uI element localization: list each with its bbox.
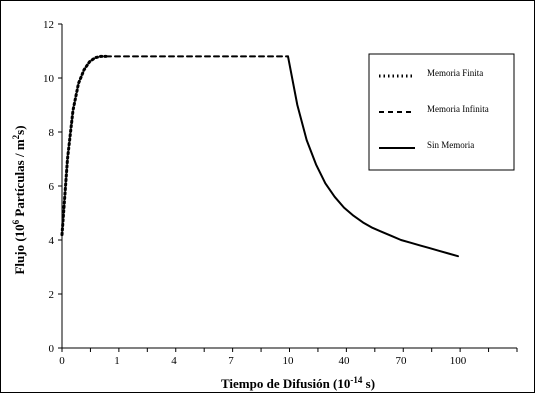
y-axis-title: Flujo (106 Partículas / m2s) bbox=[11, 125, 27, 274]
series-layer bbox=[60, 54, 459, 258]
x-tick-label: 40 bbox=[339, 355, 351, 367]
legend-box bbox=[368, 53, 515, 171]
axes: 0 2 4 6 8 10 12 0 1 4 7 10 40 70 100 bbox=[43, 19, 518, 367]
legend: Memoria Finita Memoria Infinita Sin Memo… bbox=[368, 53, 515, 171]
x-tick-label: 7 bbox=[228, 355, 234, 367]
legend-label-memoria-infinita: Memoria Infinita bbox=[427, 104, 489, 114]
x-tick-label: 0 bbox=[59, 355, 65, 367]
x-axis-title: Tiempo de Difusión (10-14 s) bbox=[221, 375, 375, 391]
y-tick-label: 0 bbox=[49, 343, 55, 355]
x-tick-label: 70 bbox=[396, 355, 408, 367]
y-tick-label: 8 bbox=[49, 127, 55, 139]
y-tick-label: 6 bbox=[49, 181, 55, 193]
series-line-2 bbox=[287, 55, 459, 258]
legend-label-sin-memoria: Sin Memoria bbox=[427, 140, 474, 150]
x-tick-label: 100 bbox=[450, 355, 467, 367]
x-tick-label: 4 bbox=[171, 355, 177, 367]
legend-label-memoria-finita: Memoria Finita bbox=[427, 68, 483, 78]
series-line-0 bbox=[60, 54, 108, 237]
y-tick-label: 12 bbox=[43, 19, 54, 31]
x-tick-label: 1 bbox=[114, 355, 120, 367]
y-tick-label: 4 bbox=[49, 235, 55, 247]
x-tick-label: 10 bbox=[283, 355, 295, 367]
y-tick-label: 10 bbox=[43, 73, 55, 85]
y-tick-label: 2 bbox=[49, 289, 55, 301]
